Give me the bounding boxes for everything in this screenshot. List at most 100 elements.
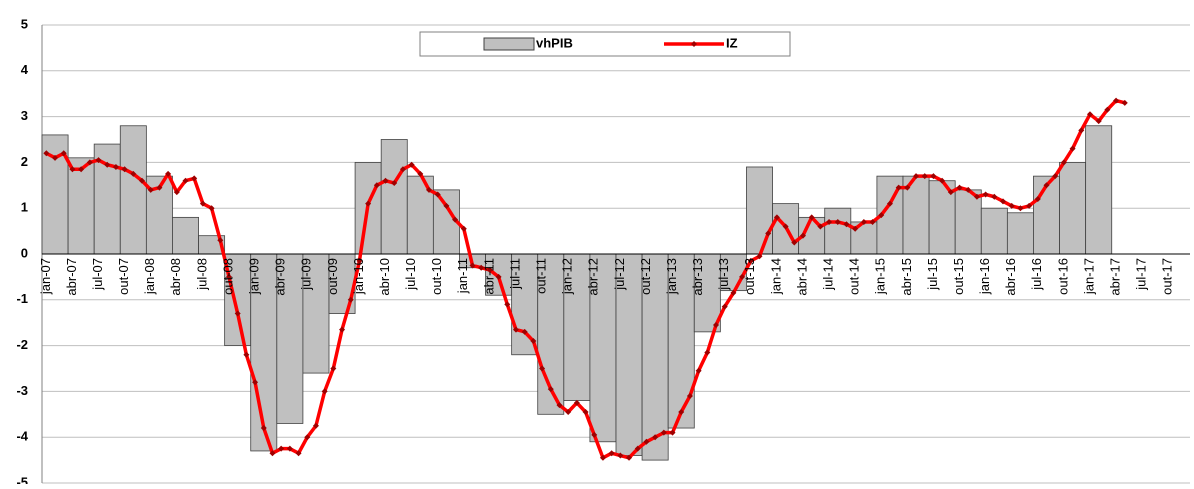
x-tick-label: jan-10 <box>351 258 366 295</box>
marker <box>808 214 815 221</box>
marker <box>86 159 93 166</box>
bar <box>172 216 199 255</box>
marker <box>895 184 902 191</box>
x-tick-label: jul-08 <box>194 258 209 291</box>
marker <box>713 321 720 328</box>
marker <box>626 454 633 461</box>
marker <box>947 189 954 196</box>
marker <box>599 454 606 461</box>
legend-box <box>419 31 791 57</box>
y-tick-label: 3 <box>21 108 28 123</box>
marker <box>339 326 346 333</box>
marker <box>156 184 163 191</box>
legend-label: IZ <box>726 35 738 50</box>
x-tick-label: out-17 <box>1160 258 1175 295</box>
marker <box>173 189 180 196</box>
marker <box>347 296 354 303</box>
bar <box>615 253 643 456</box>
x-tick-label: abr-14 <box>794 258 809 296</box>
x-tick-label: out-12 <box>638 258 653 295</box>
bar <box>641 253 669 461</box>
marker <box>191 175 198 182</box>
marker <box>817 223 824 230</box>
marker <box>660 429 667 436</box>
legend-label: vhPIB <box>536 35 573 50</box>
x-tick-label: out-08 <box>220 258 235 295</box>
marker <box>686 392 693 399</box>
x-tick-label: jul-15 <box>925 258 940 291</box>
x-tick-label: out-11 <box>534 258 549 294</box>
x-tick-label: out-07 <box>116 258 131 295</box>
bar <box>1085 125 1113 255</box>
x-tick-label: jan-15 <box>873 258 888 295</box>
legend-marker <box>691 41 697 47</box>
marker <box>973 193 980 200</box>
bar <box>589 253 617 443</box>
marker <box>330 365 337 372</box>
marker <box>1078 127 1085 134</box>
marker <box>112 163 119 170</box>
marker <box>756 253 763 260</box>
marker <box>1034 196 1041 203</box>
marker <box>643 438 650 445</box>
bar <box>980 207 1008 255</box>
marker <box>608 450 615 457</box>
marker <box>773 214 780 221</box>
marker <box>573 399 580 406</box>
marker <box>182 177 189 184</box>
x-tick-label: abr-11 <box>481 258 496 295</box>
x-tick-label: out-10 <box>429 258 444 295</box>
marker <box>243 351 250 358</box>
bar <box>693 253 721 333</box>
bar <box>1059 161 1087 255</box>
x-tick-label: out-16 <box>1055 258 1070 295</box>
y-tick-label: -1 <box>16 291 28 306</box>
x-tick-label: jan-11 <box>455 258 470 294</box>
x-tick-label: jul-11 <box>507 258 522 290</box>
marker <box>269 450 276 457</box>
x-tick-label: jul-13 <box>716 258 731 291</box>
marker <box>939 177 946 184</box>
marker <box>43 150 50 157</box>
x-tick-label: abr-15 <box>899 258 914 296</box>
x-tick-label: jan-17 <box>1081 258 1096 295</box>
bar <box>746 166 773 255</box>
marker <box>678 409 685 416</box>
x-tick-label: jul-17 <box>1134 258 1149 291</box>
marker <box>878 212 885 219</box>
marker <box>591 431 598 438</box>
marker <box>860 218 867 225</box>
marker <box>565 409 572 416</box>
marker <box>260 425 267 432</box>
marker <box>1060 159 1067 166</box>
x-tick-label: out-09 <box>325 258 340 295</box>
marker <box>1000 198 1007 205</box>
marker <box>556 402 563 409</box>
marker <box>965 186 972 193</box>
y-tick-label: -3 <box>16 383 28 398</box>
marker <box>52 154 59 161</box>
marker <box>652 434 659 441</box>
marker <box>521 328 528 335</box>
x-tick-label: jul-09 <box>299 258 314 291</box>
marker <box>60 150 67 157</box>
marker <box>730 289 737 296</box>
bar <box>511 253 539 356</box>
marker <box>225 273 232 280</box>
marker <box>434 191 441 198</box>
marker <box>634 445 641 452</box>
x-tick-label: abr-08 <box>168 258 183 296</box>
marker <box>921 173 928 180</box>
marker <box>69 166 76 173</box>
marker <box>504 301 511 308</box>
marker <box>1017 205 1024 212</box>
y-tick-label: 4 <box>21 62 29 77</box>
marker <box>382 177 389 184</box>
y-tick-label: -4 <box>16 429 28 444</box>
marker <box>356 257 363 264</box>
marker <box>826 218 833 225</box>
marker <box>452 216 459 223</box>
bar <box>380 139 408 255</box>
x-tick-label: abr-09 <box>273 258 288 296</box>
x-tick-label: jul-16 <box>1029 258 1044 291</box>
